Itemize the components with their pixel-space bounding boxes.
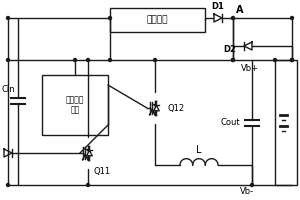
Circle shape <box>274 58 277 62</box>
Text: Q11: Q11 <box>93 167 110 176</box>
Circle shape <box>154 58 157 62</box>
Circle shape <box>232 17 235 20</box>
Text: D2: D2 <box>224 45 236 54</box>
Circle shape <box>290 58 293 62</box>
Text: 数字控制
模块: 数字控制 模块 <box>66 95 84 115</box>
Circle shape <box>7 58 10 62</box>
Circle shape <box>232 58 235 62</box>
Text: L: L <box>196 145 202 155</box>
Circle shape <box>86 58 89 62</box>
Circle shape <box>250 184 254 186</box>
Text: D1: D1 <box>212 2 224 11</box>
Text: 辅助电源: 辅助电源 <box>147 16 168 24</box>
Text: A: A <box>236 5 244 15</box>
Text: Cin: Cin <box>2 85 15 94</box>
Circle shape <box>290 17 293 20</box>
Circle shape <box>109 17 112 20</box>
Text: Vb+: Vb+ <box>241 64 259 73</box>
Circle shape <box>7 17 10 20</box>
Text: Vb-: Vb- <box>240 187 254 196</box>
Circle shape <box>86 184 89 186</box>
Circle shape <box>290 58 293 62</box>
Text: Cout: Cout <box>220 118 240 127</box>
Text: Q12: Q12 <box>167 104 184 112</box>
Bar <box>42 75 108 135</box>
Circle shape <box>7 184 10 186</box>
Circle shape <box>232 58 235 62</box>
Circle shape <box>109 58 112 62</box>
Circle shape <box>74 58 76 62</box>
Bar <box>110 8 205 32</box>
Bar <box>275 60 297 185</box>
